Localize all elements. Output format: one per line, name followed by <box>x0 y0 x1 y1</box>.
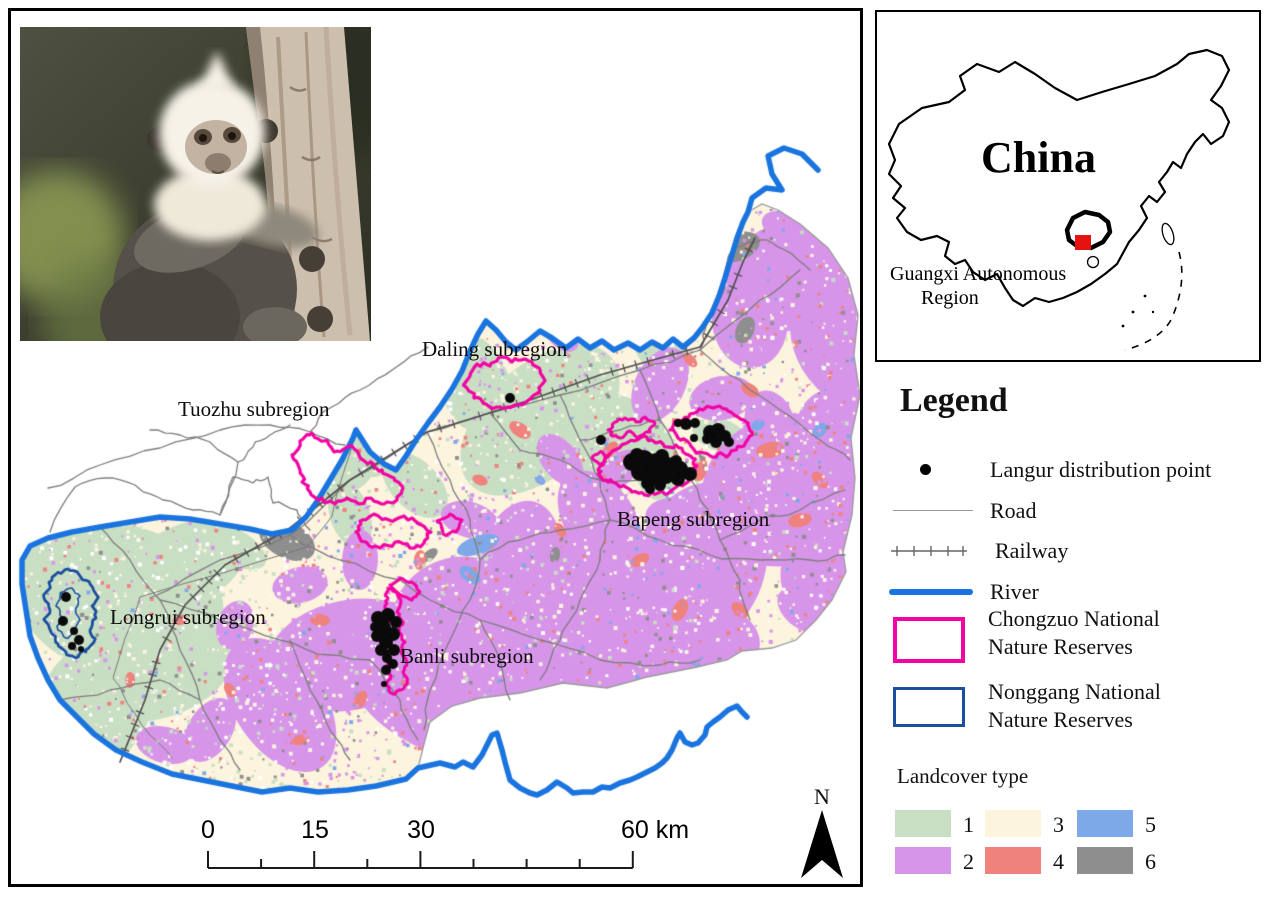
nonggang-label-line2: Nature Reserves <box>988 706 1133 732</box>
nonggang-label-line1: Nonggang National <box>988 679 1161 704</box>
guangxi-label-line1: Guangxi Autonomous <box>890 263 1066 285</box>
taiwan-outline <box>1161 222 1175 246</box>
scale-label-15: 15 <box>301 816 329 844</box>
landcover-swatch-3 <box>985 810 1041 837</box>
map-label-banli: Banli subregion <box>400 644 534 668</box>
langur-photo-art <box>20 27 371 341</box>
landcover-label-2: 2 <box>963 849 974 874</box>
langur-monkey <box>100 51 333 341</box>
china-inset-map: China Guangxi Autonomous Region <box>887 48 1231 351</box>
chongzuo-reserve-icon <box>893 617 965 663</box>
landcover-swatch-4 <box>985 847 1041 874</box>
map-label-daling: Daling subregion <box>422 337 568 361</box>
legend-label-road: Road <box>990 498 1037 523</box>
landcover-swatch-1 <box>895 810 951 837</box>
north-arrow-icon <box>801 810 843 878</box>
langur-photo <box>20 27 371 341</box>
legend-label-river: River <box>990 579 1039 604</box>
scale-label-30: 30 <box>407 816 435 844</box>
river-line-icon <box>889 589 973 595</box>
scale-bar <box>207 851 634 869</box>
map-label-tuozhu: Tuozhu subregion <box>178 397 330 421</box>
nine-dash-line <box>1124 251 1183 351</box>
nonggang-reserve-icon <box>893 687 965 727</box>
legend-label-railway: Railway <box>995 538 1069 563</box>
legend-label-nonggang: Nonggang National Nature Reserves <box>988 678 1161 733</box>
legend-title: Legend <box>900 382 1008 419</box>
china-inset-panel: China Guangxi Autonomous Region <box>875 10 1261 362</box>
landcover-label-1: 1 <box>963 812 974 837</box>
north-label: N <box>814 784 830 809</box>
chongzuo-label-line2: Nature Reserves <box>988 633 1133 659</box>
study-area-marker <box>1075 235 1091 250</box>
landcover-swatch-6 <box>1077 847 1133 874</box>
china-outline <box>887 48 1231 308</box>
landcover-label-4: 4 <box>1053 849 1064 874</box>
monkey-crest <box>198 51 234 91</box>
landcover-label-3: 3 <box>1053 812 1064 837</box>
chongzuo-label-line1: Chongzuo National <box>988 606 1160 631</box>
road-line-icon <box>893 510 973 511</box>
legend-label-chongzuo: Chongzuo National Nature Reserves <box>988 605 1160 660</box>
legend-label-langur-point: Langur distribution point <box>990 457 1212 482</box>
landcover-label-6: 6 <box>1145 849 1156 874</box>
guangxi-label-line2: Region <box>921 287 979 309</box>
landcover-swatch-5 <box>1077 810 1133 837</box>
landcover-swatch-2 <box>895 847 951 874</box>
map-label-bapeng: Bapeng subregion <box>617 507 770 531</box>
scale-label-60km: 60 km <box>620 816 690 844</box>
scale-label-0: 0 <box>201 816 215 844</box>
hainan-outline <box>1086 255 1100 269</box>
china-title: China <box>981 133 1096 182</box>
landcover-label-5: 5 <box>1145 812 1156 837</box>
map-label-longrui: Longrui subregion <box>110 605 266 629</box>
langur-point-icon <box>920 464 931 475</box>
railway-line-icon <box>891 546 967 556</box>
landcover-title: Landcover type <box>897 764 1029 788</box>
